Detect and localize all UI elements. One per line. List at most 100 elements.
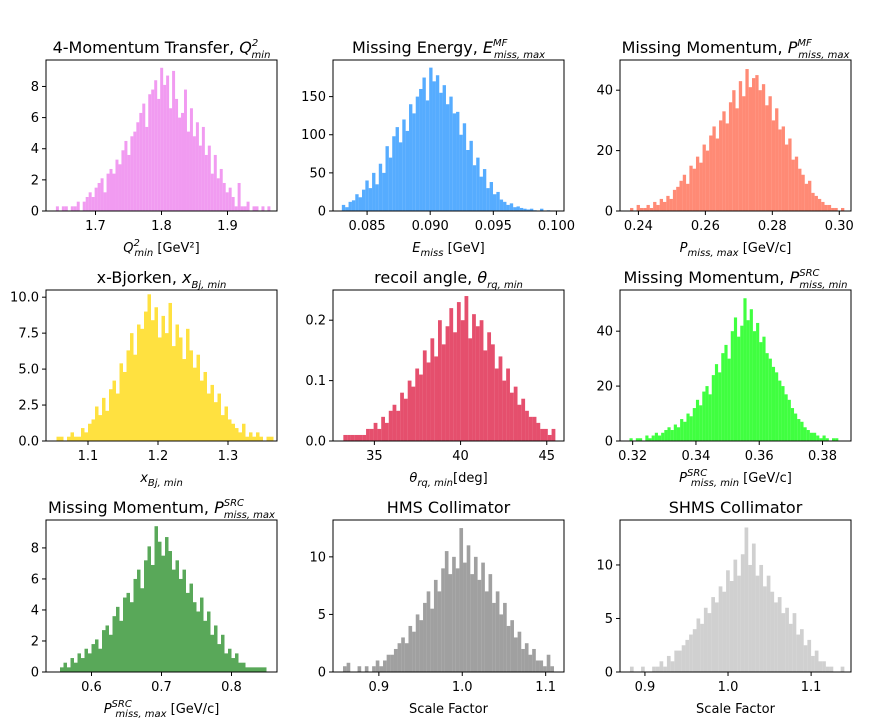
histogram-bar — [498, 356, 503, 441]
histogram-bar — [204, 154, 208, 211]
histogram-bar — [249, 432, 253, 441]
histogram-bar — [740, 325, 744, 441]
histogram-bar — [441, 344, 446, 441]
histogram-bar — [259, 667, 263, 672]
histogram-bar — [55, 206, 59, 211]
histogram-bar — [237, 182, 241, 211]
histogram-bar — [442, 85, 446, 211]
histogram-bar — [499, 199, 504, 211]
y-tick-label: 8 — [31, 80, 39, 95]
histogram-bar — [172, 346, 176, 441]
histogram-bar — [466, 149, 470, 211]
histogram-bar — [540, 428, 545, 441]
histogram-bar — [794, 413, 798, 441]
histogram-bar — [182, 569, 186, 672]
histogram-bar — [486, 188, 490, 211]
histogram-bar — [382, 172, 386, 211]
histogram-bar — [405, 130, 410, 211]
histogram-bar — [751, 543, 756, 672]
histogram-bar — [115, 159, 119, 211]
histogram-bar — [70, 432, 74, 441]
histogram-bar — [161, 315, 165, 441]
histogram-bar — [98, 648, 102, 672]
histogram-bar — [683, 421, 687, 441]
histogram-bar — [398, 142, 403, 211]
histogram-bar — [834, 207, 838, 211]
histogram-bar — [402, 119, 406, 211]
histogram-bar — [794, 156, 799, 211]
histogram-bar — [535, 660, 540, 672]
histogram-bar — [270, 436, 274, 441]
histogram-bar — [521, 398, 526, 441]
histogram-bar — [225, 192, 229, 211]
histogram-bar — [430, 338, 435, 441]
x-tick-label: 0.28 — [758, 219, 787, 234]
histogram-bar — [361, 189, 366, 211]
histogram-bar — [463, 562, 467, 672]
y-tick-label: 2.5 — [18, 399, 39, 414]
histogram-bar — [645, 435, 649, 441]
histogram-bar — [348, 201, 352, 211]
histogram-bar — [189, 350, 193, 441]
histogram-bar — [343, 434, 348, 441]
axes-frame — [619, 289, 852, 442]
histogram-bar — [680, 419, 684, 441]
histogram-bar — [364, 666, 369, 672]
histogram-bar — [472, 314, 476, 441]
histogram-bar — [200, 380, 204, 441]
histogram-bar — [224, 653, 228, 672]
histogram-bar — [464, 296, 469, 441]
histogram-bar — [178, 117, 182, 211]
histogram-bar — [201, 126, 205, 211]
histogram-bar — [803, 427, 807, 441]
histogram-bar — [811, 192, 815, 211]
x-tick-label: 1.8 — [151, 219, 172, 234]
histogram-bar — [203, 371, 207, 441]
histogram-bar — [118, 164, 122, 211]
histogram-bar — [166, 75, 170, 211]
histogram-bar — [749, 309, 753, 441]
histogram-bar — [378, 163, 383, 211]
histogram-bar — [200, 597, 204, 672]
histogram-panel-8: 0.9 1.0 1.1 0 5 10 HMS Collimator Scale Factor — [309, 498, 565, 717]
histogram-bar — [445, 326, 450, 441]
histogram-bar — [119, 620, 123, 672]
histogram-bar — [676, 427, 681, 441]
histogram-bar — [151, 320, 155, 441]
histogram-bar — [231, 423, 235, 441]
histogram-bar — [242, 423, 246, 441]
histogram-bar — [765, 353, 769, 441]
histogram-bar — [207, 145, 211, 211]
histogram-bar — [814, 650, 819, 672]
histogram-bar — [412, 113, 416, 211]
histogram-bar — [546, 654, 551, 672]
histogram-bar — [816, 435, 820, 441]
histogram-bar — [528, 654, 533, 672]
histogram-bar — [722, 591, 727, 672]
histogram-bar — [263, 667, 267, 672]
histogram-bar — [655, 666, 660, 672]
histogram-bar — [224, 406, 228, 441]
histogram-bar — [396, 410, 401, 441]
histogram-bar — [532, 648, 536, 672]
histogram-bar — [702, 391, 706, 441]
histogram-bar — [267, 206, 271, 211]
histogram-bar — [819, 438, 823, 441]
x-axis-label: Scale Factor — [696, 702, 776, 717]
histogram-bar — [105, 625, 109, 672]
histogram-bar — [657, 435, 662, 441]
histogram-bar — [381, 416, 385, 441]
x-tick-label: 1.0 — [452, 680, 473, 695]
histogram-bar — [252, 206, 256, 211]
histogram-bar — [763, 586, 767, 672]
histogram-bar — [388, 157, 393, 211]
histogram-bar — [112, 173, 116, 211]
histogram-bar — [372, 666, 376, 672]
histogram-bar — [506, 204, 510, 211]
histogram-bar — [126, 350, 130, 441]
histogram-bar — [401, 637, 405, 672]
histogram-bar — [386, 654, 391, 672]
histogram-bar — [726, 570, 730, 672]
histogram-bar — [429, 67, 433, 211]
histogram-panel-9: 0.9 1.0 1.1 0 5 10 SHMS Collimator Scale Factor — [596, 498, 852, 717]
